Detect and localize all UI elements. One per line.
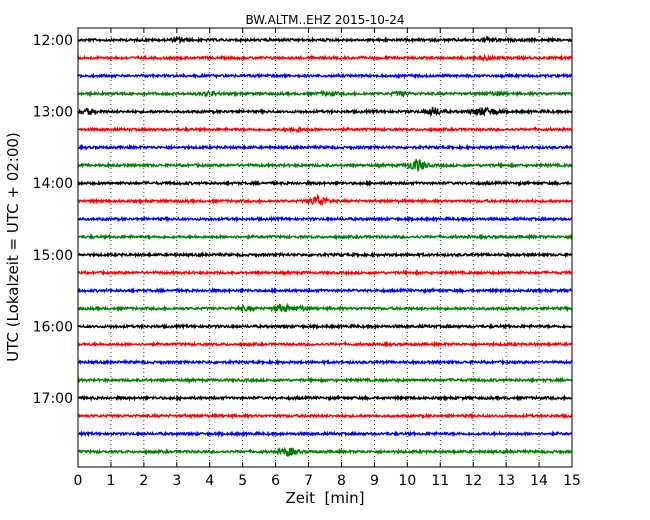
x-tick-label-5: 5 [238,473,247,489]
chart-title: BW.ALTM..EHZ 2015-10-24 [245,13,404,27]
trace-1200 [77,34,573,45]
trace-1615 [77,340,573,348]
y-tick-label-4: 16:00 [33,319,73,335]
x-tick-label-1: 1 [106,473,115,489]
trace-1515 [77,268,572,277]
trace-1600 [77,322,573,331]
trace-1730 [77,429,573,438]
x-tick-label-4: 4 [205,473,214,489]
x-tick-label-2: 2 [139,473,148,489]
trace-1530 [77,286,573,295]
trace-1245 [77,89,573,99]
y-axis-ticks: 12:00 13:00 14:00 15:00 16:00 17:00 [33,33,572,407]
x-axis-ticks: 0 1 2 3 4 5 6 7 8 9 10 11 12 13 14 15 [74,28,581,489]
x-tick-label-13: 13 [497,473,515,489]
y-tick-label-1: 13:00 [33,105,73,121]
x-tick-label-7: 7 [304,473,313,489]
x-tick-label-10: 10 [398,473,416,489]
trace-1315 [77,125,573,134]
x-tick-label-12: 12 [464,473,482,489]
trace-1430 [77,215,573,223]
x-tick-label-3: 3 [172,473,181,489]
x-tick-label-15: 15 [563,473,581,489]
trace-1645 [77,376,573,384]
x-tick-label-9: 9 [370,473,379,489]
seismic-traces [77,34,573,458]
trace-1300 [77,106,573,118]
y-tick-label-5: 17:00 [33,391,73,407]
y-axis-label: UTC (Lokalzeit = UTC + 02:00) [4,132,22,362]
trace-1500 [77,251,573,259]
trace-1715 [77,412,573,420]
y-tick-label-3: 15:00 [33,248,73,264]
trace-1700 [77,394,573,402]
x-tick-label-8: 8 [337,473,346,489]
y-tick-label-0: 12:00 [33,33,73,49]
trace-1745 [77,446,573,458]
trace-1345 [77,159,573,172]
trace-1630 [77,358,573,366]
x-axis-label: Zeit [min] [285,489,364,507]
x-tick-label-0: 0 [74,473,83,489]
y-tick-label-2: 14:00 [33,176,73,192]
trace-1415 [77,193,573,206]
trace-1230 [77,71,573,80]
trace-1215 [77,53,573,63]
x-tick-label-6: 6 [271,473,280,489]
trace-1445 [77,232,573,241]
plot-frame [77,27,573,468]
trace-1330 [77,143,573,152]
x-tick-label-11: 11 [431,473,449,489]
trace-1545 [77,302,573,313]
x-tick-label-14: 14 [530,473,548,489]
trace-1400 [77,179,573,188]
